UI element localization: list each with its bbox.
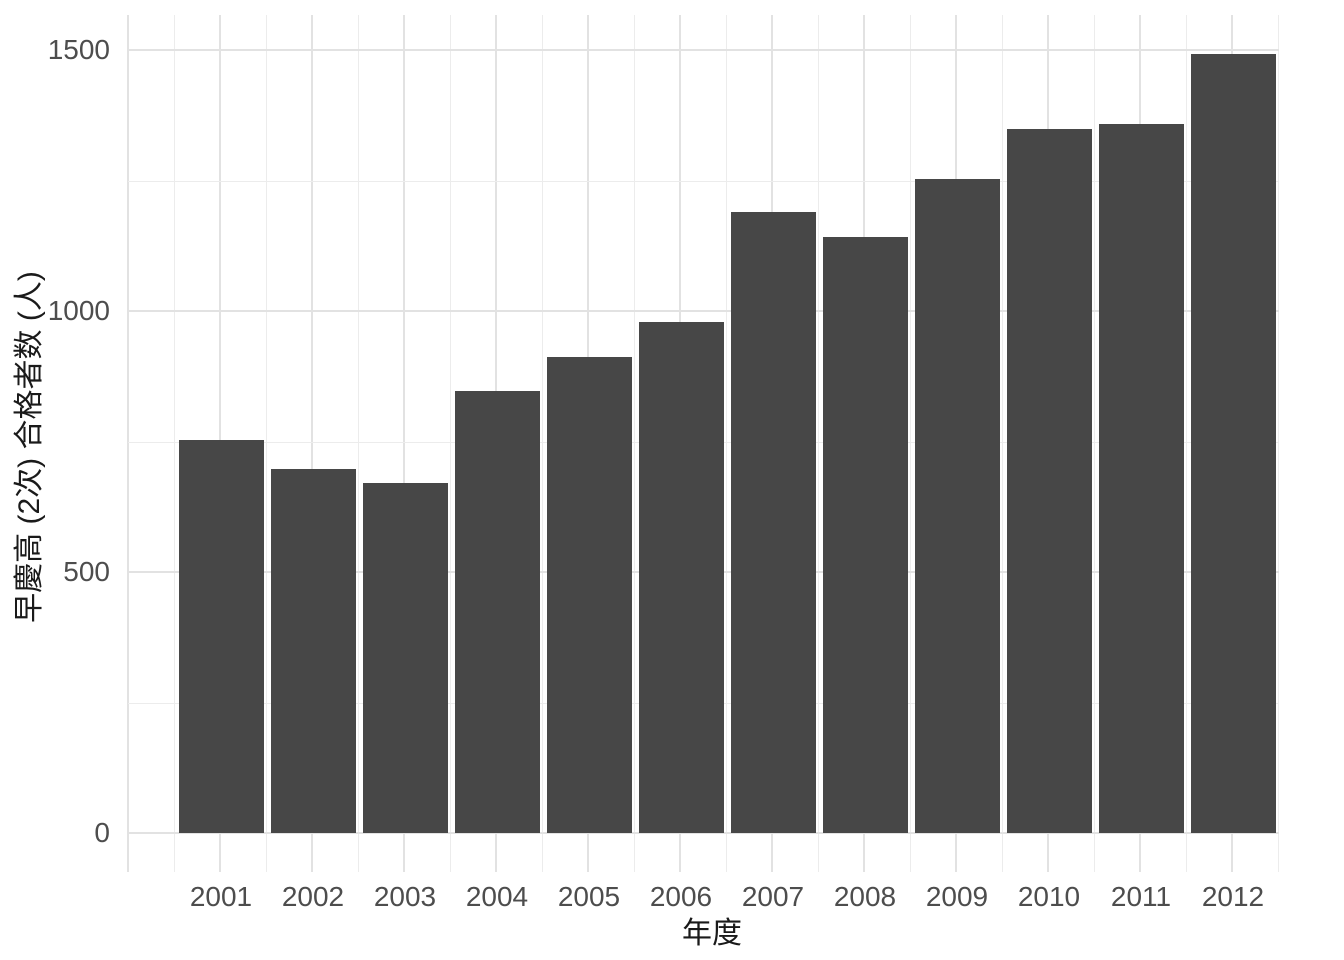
x-tick-label: 2011 xyxy=(1110,881,1172,912)
bar-2008 xyxy=(822,236,908,833)
x-tick-label: 2003 xyxy=(373,881,437,912)
bar-2003 xyxy=(362,482,448,833)
bar-2004 xyxy=(454,391,540,833)
x-tick-label: 2009 xyxy=(925,881,989,912)
vertical-minor-gridline xyxy=(358,15,359,872)
y-tick-label: 1000 xyxy=(47,295,110,326)
plot-panel xyxy=(127,15,1279,872)
vertical-minor-gridline xyxy=(634,15,635,872)
horizontal-major-gridline xyxy=(128,832,1279,834)
x-tick-label: 2005 xyxy=(557,881,621,912)
x-tick-label: 2008 xyxy=(833,881,897,912)
x-tick-label: 2006 xyxy=(649,881,713,912)
vertical-minor-gridline xyxy=(450,15,451,872)
horizontal-major-gridline xyxy=(128,310,1279,312)
y-tick-label: 0 xyxy=(94,817,110,848)
bar-2011 xyxy=(1098,124,1184,833)
bar-2007 xyxy=(730,211,816,833)
vertical-minor-gridline xyxy=(1094,15,1095,872)
vertical-minor-gridline xyxy=(174,15,175,872)
vertical-major-gridline xyxy=(403,15,405,872)
bar-2002 xyxy=(270,469,356,833)
vertical-minor-gridline xyxy=(266,15,267,872)
vertical-major-gridline xyxy=(311,15,313,872)
bar-2001 xyxy=(178,440,264,833)
vertical-minor-gridline xyxy=(910,15,911,872)
x-tick-label: 2012 xyxy=(1201,881,1265,912)
y-tick-label: 500 xyxy=(63,556,110,587)
vertical-minor-gridline xyxy=(1002,15,1003,872)
vertical-minor-gridline xyxy=(1278,15,1279,872)
bar-2012 xyxy=(1190,54,1276,833)
x-tick-label: 2004 xyxy=(465,881,529,912)
x-tick-label: 2002 xyxy=(281,881,345,912)
x-axis-title: 年度 xyxy=(682,917,742,950)
x-tick-label: 2001 xyxy=(189,881,253,912)
bar-2006 xyxy=(638,321,724,833)
bar-2005 xyxy=(546,356,632,833)
bar-2009 xyxy=(914,179,1000,833)
vertical-minor-gridline xyxy=(1186,15,1187,872)
vertical-major-gridline xyxy=(127,15,129,872)
vertical-minor-gridline xyxy=(726,15,727,872)
horizontal-minor-gridline xyxy=(128,180,1279,182)
y-tick-label: 1500 xyxy=(47,34,110,65)
x-tick-label: 2007 xyxy=(741,881,805,912)
horizontal-major-gridline xyxy=(128,49,1279,51)
vertical-minor-gridline xyxy=(818,15,819,872)
x-tick-label: 2010 xyxy=(1017,881,1081,912)
bar-2010 xyxy=(1006,128,1092,833)
vertical-minor-gridline xyxy=(542,15,543,872)
